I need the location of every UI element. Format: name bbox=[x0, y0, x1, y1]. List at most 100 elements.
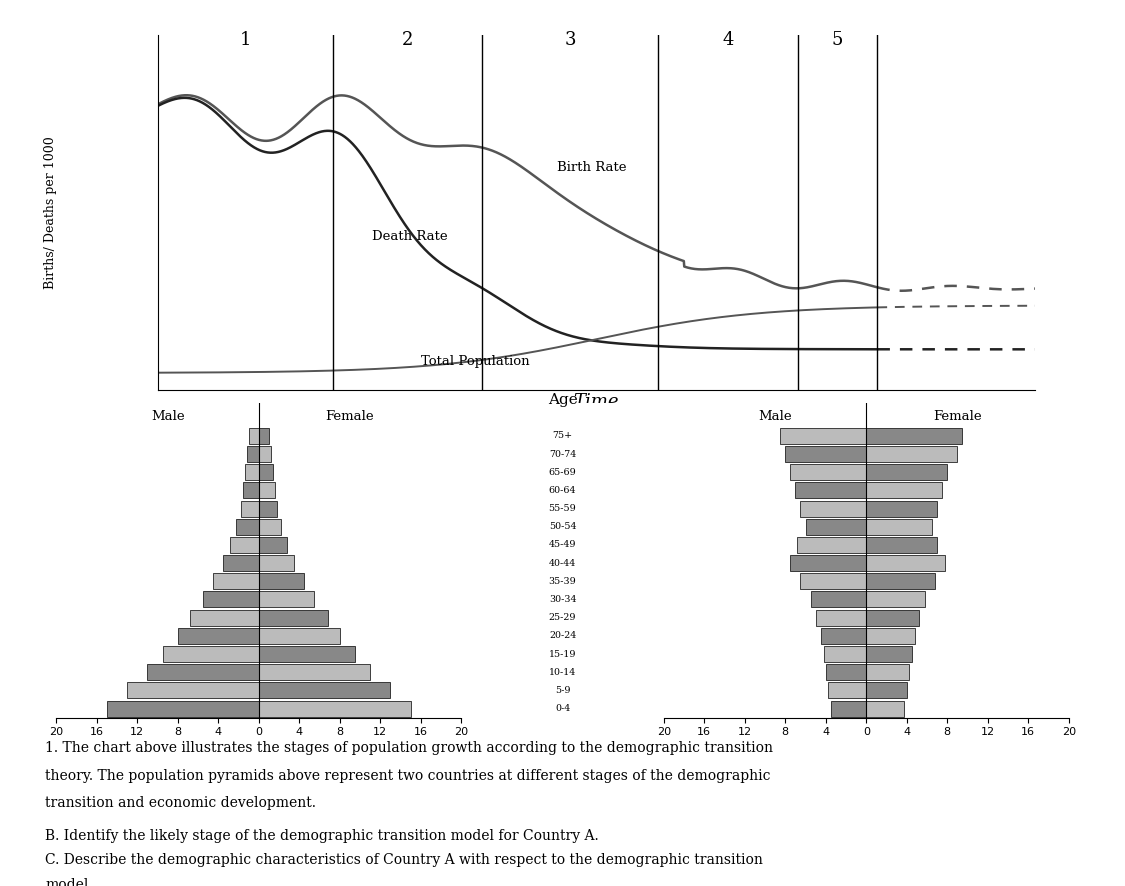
Bar bbox=[866, 428, 963, 444]
Bar bbox=[866, 556, 945, 571]
Text: 45-49: 45-49 bbox=[549, 540, 576, 549]
Bar bbox=[866, 610, 919, 626]
Text: 5: 5 bbox=[831, 31, 844, 49]
Text: Male: Male bbox=[758, 410, 792, 424]
Bar bbox=[223, 556, 259, 571]
Text: transition and economic development.: transition and economic development. bbox=[45, 796, 316, 810]
Bar bbox=[798, 537, 866, 553]
Bar bbox=[830, 701, 866, 717]
Bar bbox=[259, 701, 411, 717]
Text: 75+: 75+ bbox=[552, 431, 573, 440]
Text: C. Describe the demographic characteristics of Country A with respect to the dem: C. Describe the demographic characterist… bbox=[45, 853, 763, 867]
Bar bbox=[866, 537, 937, 553]
Bar bbox=[127, 682, 259, 698]
Text: B. Identify the likely stage of the demographic transition model for Country A.: B. Identify the likely stage of the demo… bbox=[45, 828, 598, 843]
Text: 15-19: 15-19 bbox=[549, 649, 576, 658]
Text: 2: 2 bbox=[402, 31, 413, 49]
Bar bbox=[801, 573, 866, 589]
Bar bbox=[824, 646, 866, 662]
Bar bbox=[866, 519, 931, 535]
Text: Births/ Deaths per 1000: Births/ Deaths per 1000 bbox=[44, 136, 57, 289]
Text: 20-24: 20-24 bbox=[549, 632, 576, 641]
Bar bbox=[259, 646, 356, 662]
Bar bbox=[866, 701, 903, 717]
Bar bbox=[259, 682, 390, 698]
Text: 25-29: 25-29 bbox=[549, 613, 576, 622]
Text: 70-74: 70-74 bbox=[549, 449, 576, 459]
Bar bbox=[259, 664, 370, 680]
Text: 0-4: 0-4 bbox=[555, 704, 570, 713]
Text: Male: Male bbox=[151, 410, 184, 424]
Bar bbox=[866, 446, 957, 462]
Bar bbox=[259, 464, 273, 480]
Bar bbox=[259, 428, 269, 444]
Text: 50-54: 50-54 bbox=[549, 522, 576, 532]
Bar bbox=[231, 537, 259, 553]
Text: Female: Female bbox=[933, 410, 982, 424]
Bar bbox=[866, 628, 915, 644]
Bar bbox=[790, 464, 866, 480]
Bar bbox=[810, 592, 866, 608]
Bar bbox=[828, 682, 866, 698]
Text: 1. The chart above illustrates the stages of population growth according to the : 1. The chart above illustrates the stage… bbox=[45, 742, 773, 756]
Text: 3: 3 bbox=[564, 31, 576, 49]
Bar bbox=[259, 519, 281, 535]
Bar bbox=[178, 628, 259, 644]
Bar bbox=[866, 592, 925, 608]
Text: 1: 1 bbox=[240, 31, 251, 49]
Bar bbox=[259, 628, 340, 644]
Bar bbox=[826, 664, 866, 680]
Bar bbox=[236, 519, 259, 535]
Text: 10-14: 10-14 bbox=[549, 668, 576, 677]
Bar bbox=[190, 610, 259, 626]
Text: theory. The population pyramids above represent two countries at different stage: theory. The population pyramids above re… bbox=[45, 768, 771, 782]
Bar bbox=[806, 519, 866, 535]
Text: 30-34: 30-34 bbox=[549, 595, 576, 604]
Bar bbox=[259, 573, 304, 589]
Bar bbox=[259, 537, 287, 553]
Bar bbox=[204, 592, 259, 608]
Text: model.: model. bbox=[45, 879, 92, 886]
Bar bbox=[816, 610, 866, 626]
Bar bbox=[259, 556, 295, 571]
Text: Female: Female bbox=[325, 410, 375, 424]
Bar bbox=[785, 446, 866, 462]
Bar bbox=[259, 501, 277, 517]
Text: 4: 4 bbox=[722, 31, 734, 49]
Text: 55-59: 55-59 bbox=[549, 504, 576, 513]
Bar bbox=[246, 446, 259, 462]
X-axis label: Percent of Total Male/Female Population
Country A: Percent of Total Male/Female Population … bbox=[129, 742, 388, 770]
Bar bbox=[259, 446, 271, 462]
Text: 35-39: 35-39 bbox=[549, 577, 576, 586]
Bar bbox=[241, 501, 259, 517]
Bar bbox=[866, 464, 947, 480]
Bar bbox=[259, 592, 315, 608]
Bar bbox=[866, 664, 909, 680]
Bar bbox=[147, 664, 259, 680]
Bar bbox=[790, 556, 866, 571]
Text: 65-69: 65-69 bbox=[549, 468, 576, 477]
X-axis label: Percent of Total Male/Female Population
Country B: Percent of Total Male/Female Population … bbox=[737, 742, 996, 770]
Bar bbox=[801, 501, 866, 517]
Bar bbox=[781, 428, 866, 444]
Bar bbox=[249, 428, 259, 444]
Bar bbox=[244, 464, 259, 480]
Bar bbox=[107, 701, 259, 717]
Bar bbox=[795, 482, 866, 499]
Bar bbox=[866, 682, 907, 698]
Bar bbox=[866, 501, 937, 517]
Text: 40-44: 40-44 bbox=[549, 558, 576, 568]
Bar bbox=[214, 573, 259, 589]
Bar bbox=[866, 482, 943, 499]
Bar bbox=[259, 482, 274, 499]
Bar bbox=[163, 646, 259, 662]
Bar bbox=[821, 628, 866, 644]
Text: 5-9: 5-9 bbox=[555, 686, 570, 695]
Text: Age: Age bbox=[548, 392, 577, 407]
Bar bbox=[866, 646, 911, 662]
Text: Total Population: Total Population bbox=[421, 354, 530, 368]
Text: 60-64: 60-64 bbox=[549, 486, 576, 495]
Text: Death Rate: Death Rate bbox=[372, 229, 448, 243]
X-axis label: Time: Time bbox=[574, 392, 619, 410]
Bar bbox=[259, 610, 327, 626]
